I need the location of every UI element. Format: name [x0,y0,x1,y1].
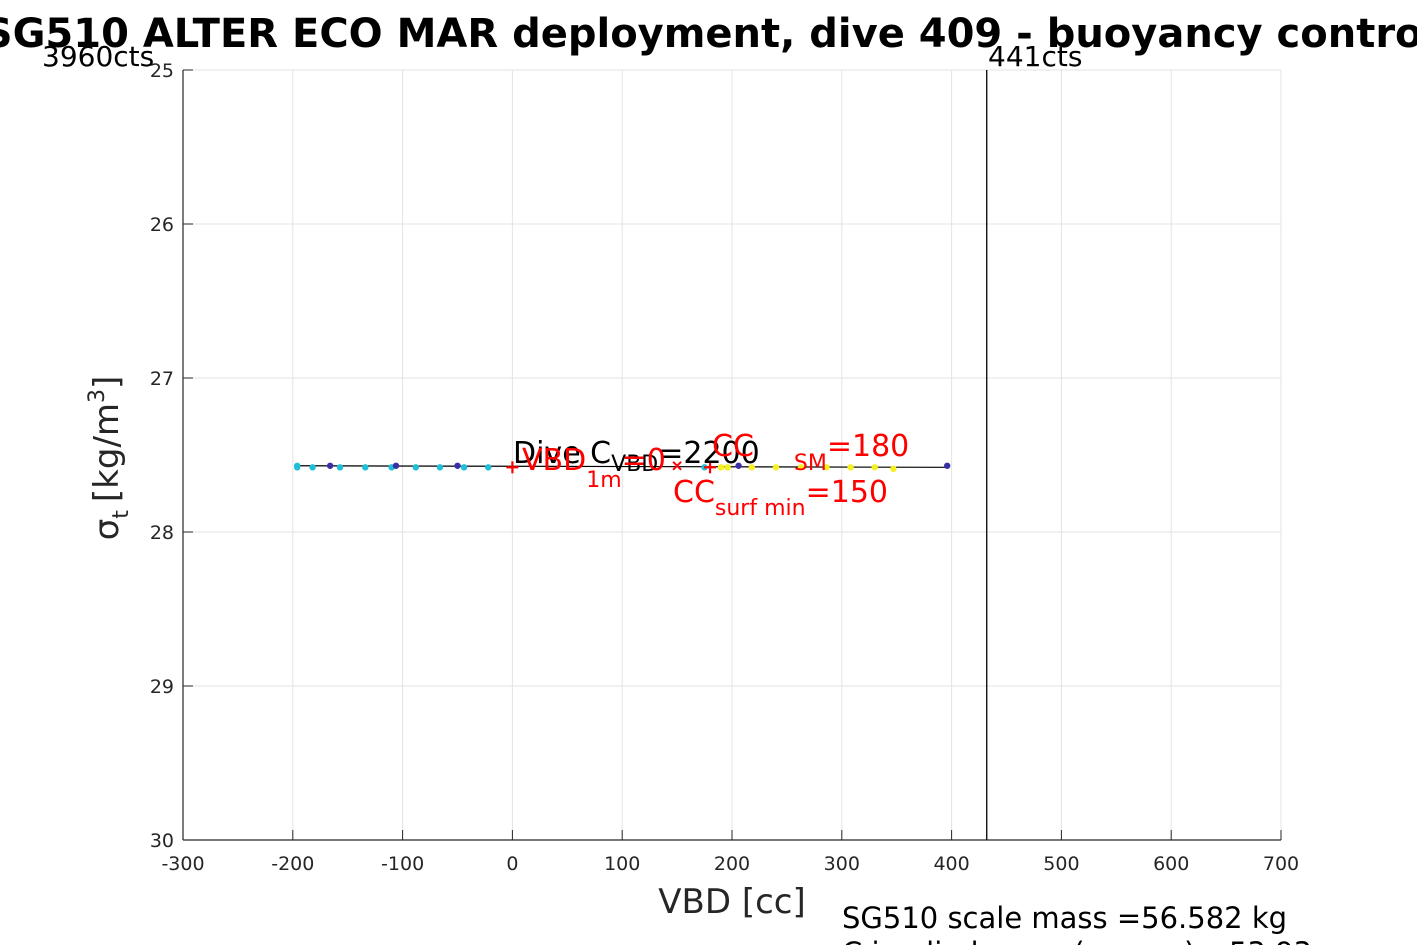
dive-c-vbd-annotation: Dive CVBD=2200 [513,436,760,477]
cc-surf-sub: surf min [715,496,806,521]
dive-c-value: =2200 [658,436,759,471]
vbd-1m-annotation: VBD1m=0 [522,443,666,493]
data-point-cyan [362,464,369,471]
y-axis-label: σt [kg/m3] [85,376,134,541]
x-tick-label: 100 [604,853,640,875]
corner-label-right: 441cts [988,40,1082,73]
y-tick-label: 27 [150,368,174,390]
y-tick-label: 26 [150,214,174,236]
chart-title: SG510 ALTER ECO MAR deployment, dive 409… [0,11,1417,57]
data-point-yellow [823,464,830,471]
y-label-main: σ [87,519,127,541]
y-ticks: 25 26 27 28 29 30 [150,60,193,852]
vbd-main: VBD [522,443,586,478]
data-point-cyan [485,464,492,471]
footer-line-1: SG510 scale mass =56.582 kg [842,901,1287,935]
x-tick-label: 600 [1153,853,1189,875]
cc-sm-value: =180 [827,429,909,464]
x-tick-label: 0 [506,853,518,875]
data-point-cyan [436,464,444,471]
grid [182,69,1282,841]
data-point-yellow [724,464,731,471]
data-points [293,462,951,473]
x-tick-label: 300 [824,853,860,875]
x-tick-label: 500 [1043,853,1079,875]
y-tick-label: 29 [150,676,174,698]
cross-marker-b [672,461,682,471]
corner-label-left: 3960cts [42,40,154,73]
data-point-navy [735,462,742,469]
dive-c-main: Dive C [513,436,611,471]
cc-sm-annotation: CC SM=180 [712,429,909,476]
data-point-yellow [847,464,854,471]
vbd-value: =0 [622,443,666,478]
y-label-sub: t [109,510,134,519]
footer-line-2: C implied mass (cooper) =53.93 [842,936,1312,945]
dive-c-sub: VBD [611,452,658,477]
x-tick-label: -100 [381,853,424,875]
x-tick-label: 400 [933,853,969,875]
y-label-unit-end: ] [87,376,127,389]
data-point-cyan [412,464,419,471]
data-point-yellow [748,464,755,471]
data-point-navy [392,462,400,469]
y-tick-label: 28 [150,522,174,544]
data-point-navy [944,462,951,469]
data-point-cyan [460,464,468,471]
data-point-cyan [336,464,344,471]
cc-surf-min-annotation: CCsurf min=150 [673,475,888,521]
data-point-navy [326,462,334,469]
y-label-unit-start: [kg/m [87,403,127,502]
vbd-sub: 1m [586,468,621,493]
data-point-yellow [717,464,725,471]
x-axis-label: VBD [cc] [658,882,806,922]
fit-line [297,465,948,468]
data-point-yellow [890,465,897,473]
x-tick-label: -200 [271,853,314,875]
data-point-yellow [772,464,780,471]
data-point-cyan [293,464,301,471]
cc-surf-main: CC [673,475,715,510]
x-ticks: -300 -200 -100 0 100 200 300 400 500 600 700 [161,830,1299,875]
cc-sm-main: CC [712,429,754,464]
data-point-cyan [309,464,316,471]
data-point-navy [454,462,461,469]
x-tick-label: 700 [1263,853,1299,875]
cc-surf-value: =150 [806,475,888,510]
x-tick-label: -300 [161,853,204,875]
data-point-yellow [797,464,805,471]
y-tick-label: 25 [150,60,174,82]
x-tick-label: 200 [714,853,750,875]
markers [506,461,717,474]
y-tick-label: 30 [150,830,174,852]
data-point-yellow [871,464,878,471]
cc-sm-sub: SM [794,451,827,476]
y-label-unit-sup: 3 [85,389,110,403]
